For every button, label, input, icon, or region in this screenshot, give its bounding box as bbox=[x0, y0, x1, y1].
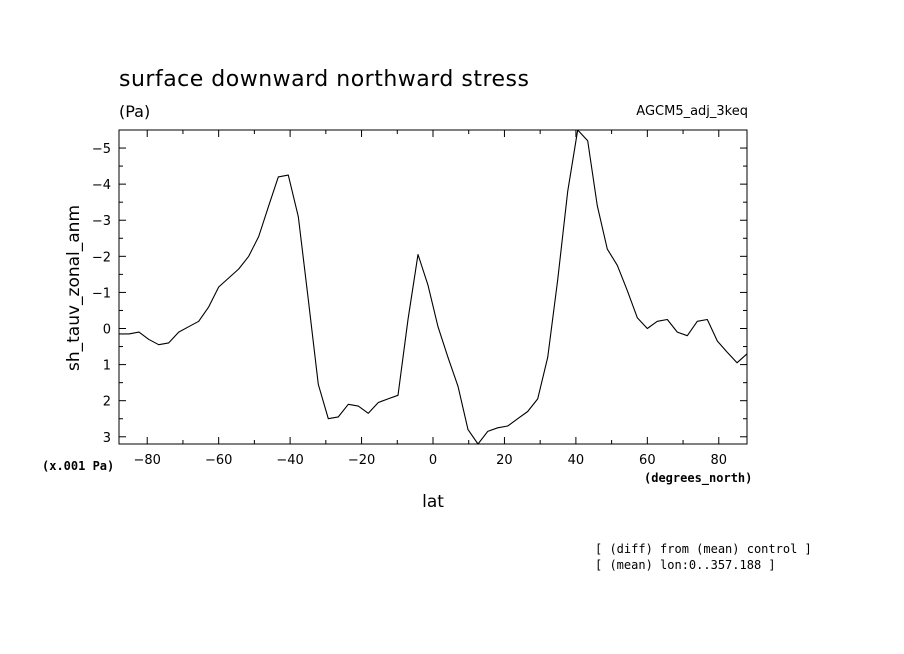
y-scale-note: (x.001 Pa) bbox=[42, 459, 115, 473]
ticks bbox=[119, 130, 747, 444]
tick-labels: −80 −60 −40 −20 0 20 40 60 80 −5 −4 −3 −2 −1 0 1 2 3 bbox=[92, 142, 727, 468]
x-axis-units: (degrees_north) bbox=[644, 471, 753, 485]
note-diff: [ (diff) from (mean) control ] bbox=[595, 542, 812, 556]
x-tick-label: 40 bbox=[568, 453, 585, 468]
y-tick-label: 3 bbox=[103, 431, 111, 446]
x-tick-label: 80 bbox=[711, 453, 728, 468]
series-line bbox=[119, 129, 748, 445]
note-mean: [ (mean) lon:0..357.188 ] bbox=[595, 558, 776, 572]
run-label: AGCM5_adj_3keq bbox=[636, 104, 748, 119]
axes bbox=[118, 129, 748, 445]
x-tick-label: −80 bbox=[134, 453, 161, 468]
x-tick-label: 20 bbox=[496, 453, 513, 468]
y-tick-label: −1 bbox=[92, 286, 111, 301]
x-tick-label: −40 bbox=[276, 453, 303, 468]
x-tick-label: −20 bbox=[348, 453, 375, 468]
x-tick-label: 0 bbox=[429, 453, 437, 468]
y-tick-label: 0 bbox=[103, 323, 111, 338]
y-tick-label: −3 bbox=[92, 214, 111, 229]
y-tick-label: 1 bbox=[103, 359, 111, 374]
y-tick-label: −5 bbox=[92, 142, 111, 157]
y-tick-label: 2 bbox=[103, 395, 111, 410]
plot-frame bbox=[118, 129, 748, 445]
x-axis-label: lat bbox=[422, 492, 444, 512]
y-tick-label: −4 bbox=[92, 178, 111, 193]
y-tick-label: −2 bbox=[92, 250, 111, 265]
x-tick-label: 60 bbox=[639, 453, 656, 468]
chart-title: surface downward northward stress bbox=[119, 67, 530, 92]
x-tick-label: −60 bbox=[205, 453, 232, 468]
series-group bbox=[119, 129, 748, 445]
chart-units: (Pa) bbox=[119, 102, 151, 121]
